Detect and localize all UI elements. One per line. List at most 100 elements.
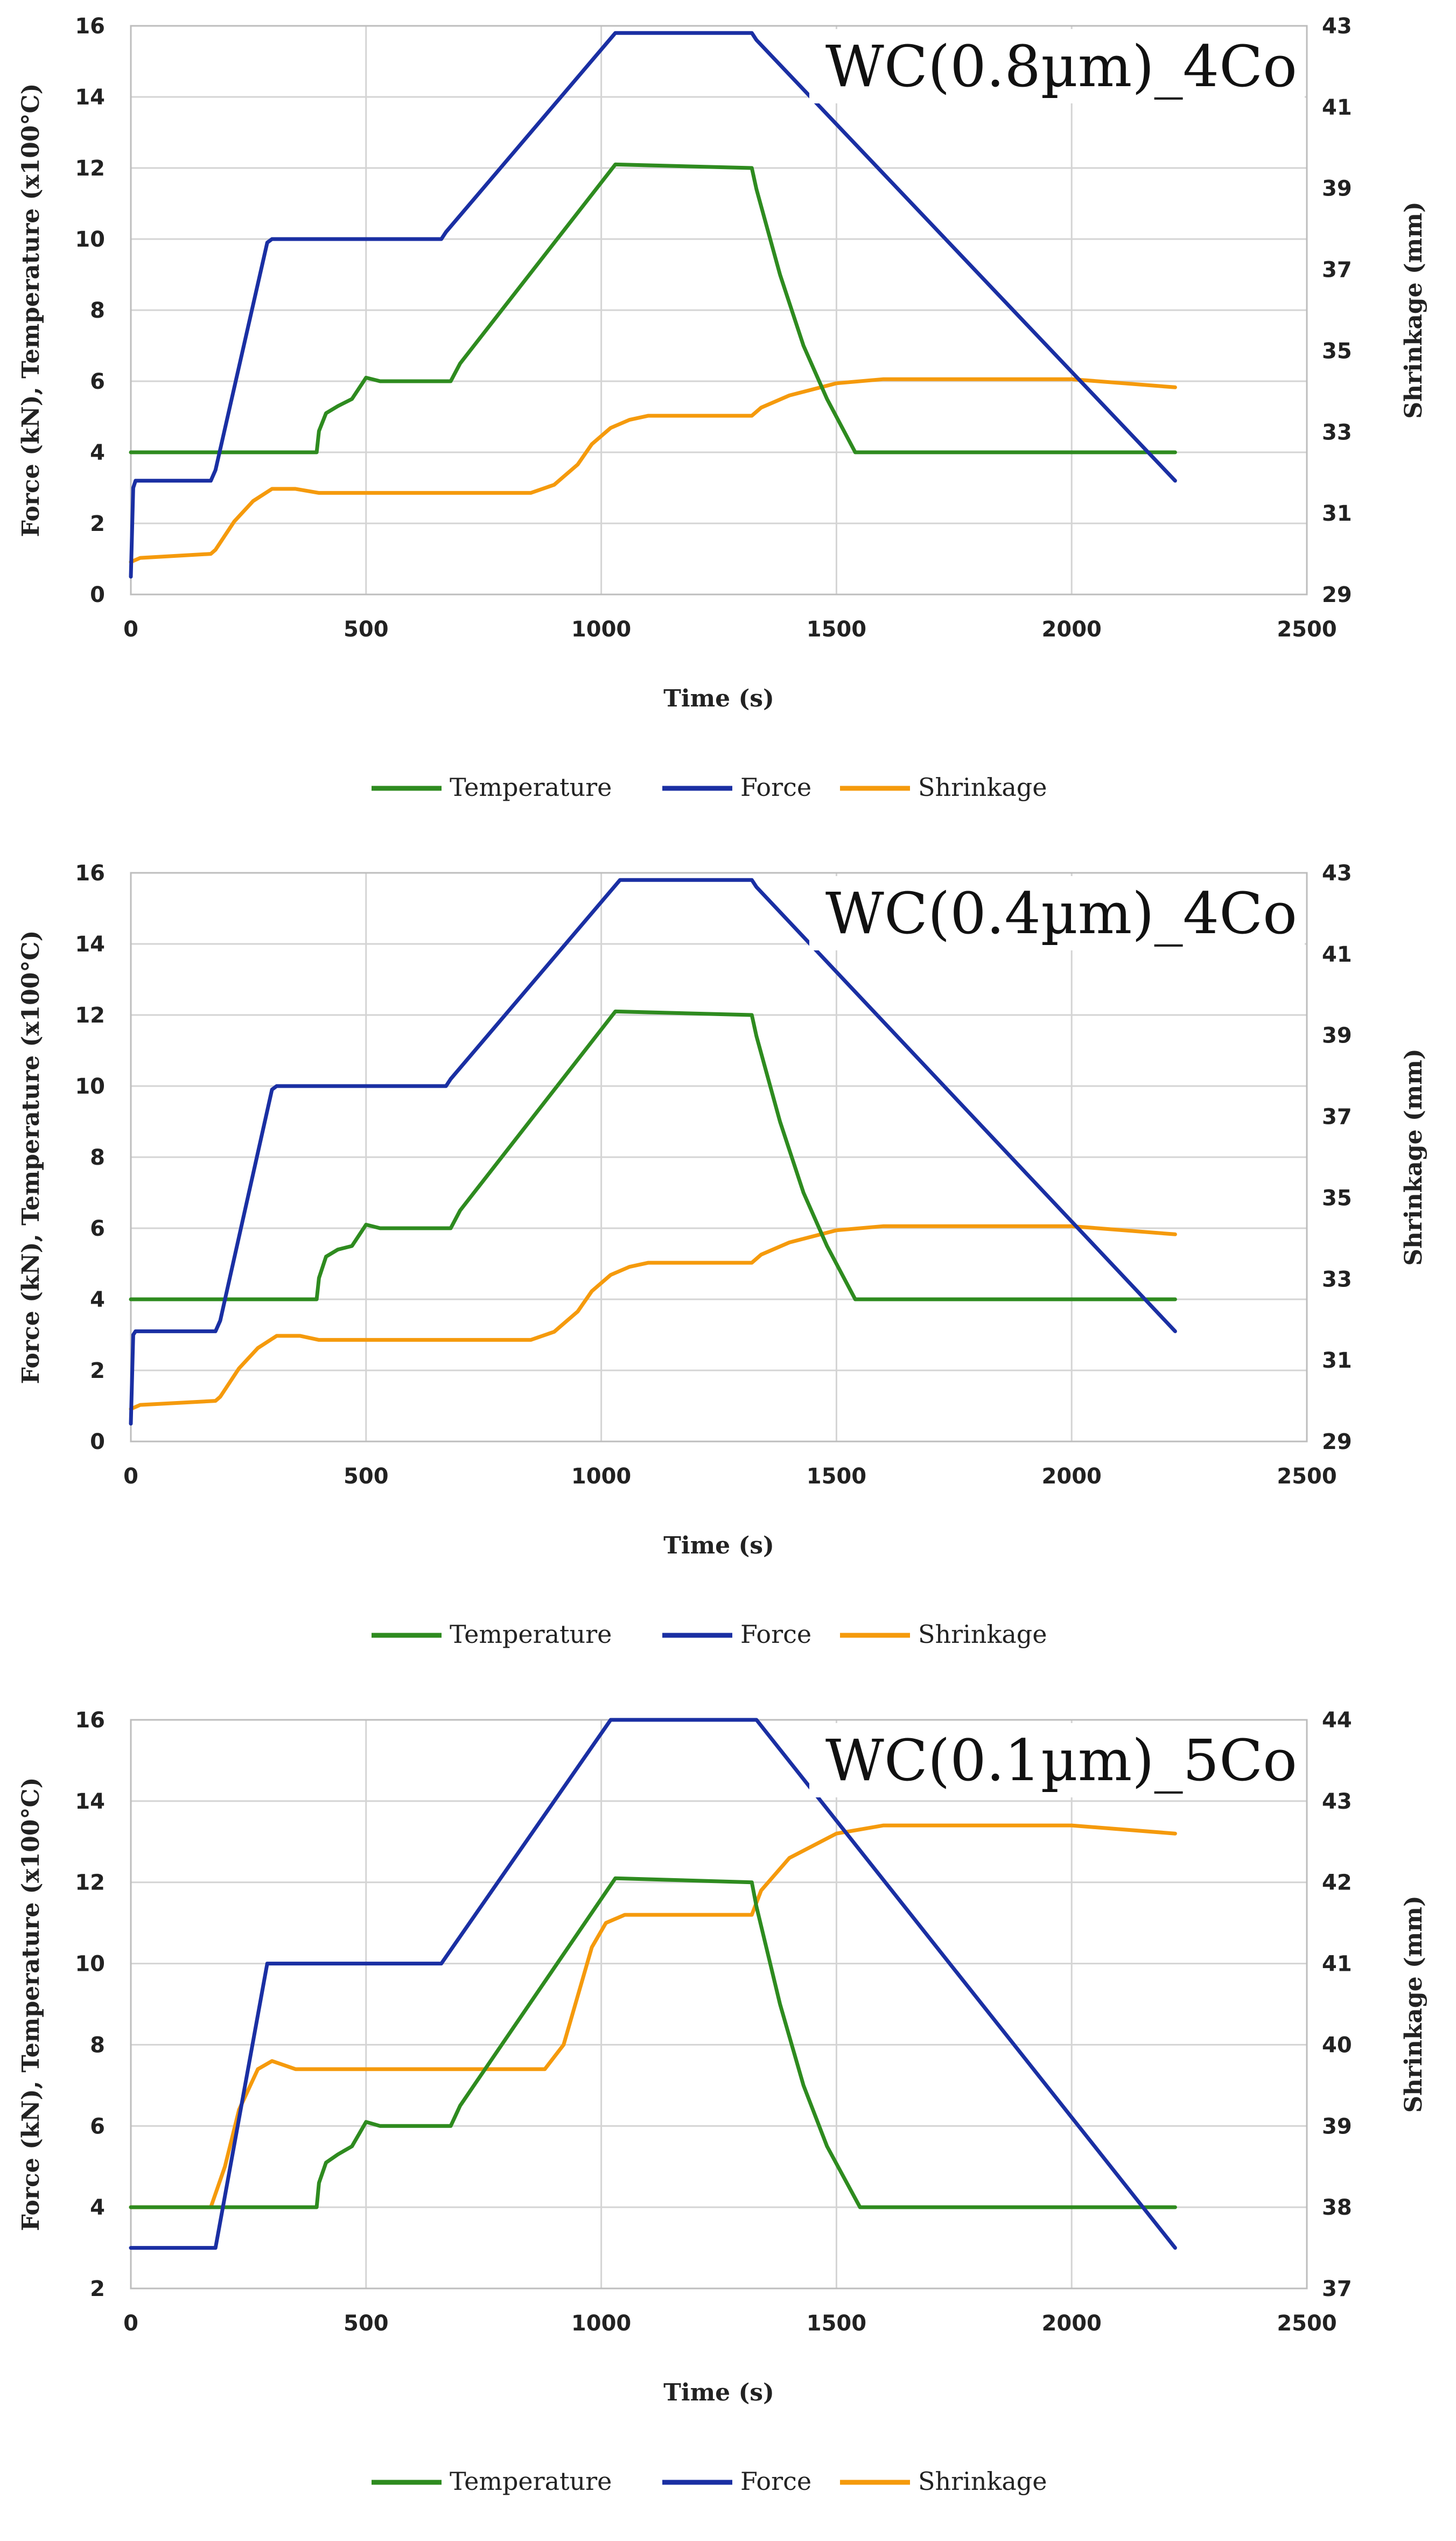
y-tick-label: 14 — [75, 932, 105, 957]
y2-tick-label: 40 — [1322, 2033, 1352, 2057]
y-axis-label: Force (kN), Temperature (x100°C) — [17, 83, 45, 537]
y2-tick-label: 42 — [1322, 1871, 1352, 1895]
y-tick-label: 0 — [90, 1430, 105, 1454]
legend-label-shrinkage: Shrinkage — [918, 1620, 1047, 1649]
y-tick-label: 4 — [90, 440, 105, 465]
y2-tick-label: 37 — [1322, 258, 1352, 283]
y-tick-label: 0 — [90, 583, 105, 607]
series-line-shrinkage — [129, 377, 1177, 564]
y2-tick-label: 39 — [1322, 1024, 1352, 1048]
x-tick-label: 1500 — [807, 1464, 866, 1489]
y-tick-label: 6 — [90, 1216, 105, 1241]
y2-axis-label: Shrinkage (mm) — [1400, 201, 1427, 418]
plot-frame — [130, 872, 1308, 1443]
y-tick-label: 2 — [90, 512, 105, 536]
x-tick-label: 1500 — [807, 617, 866, 642]
y2-tick-label: 37 — [1322, 1105, 1352, 1130]
x-axis-label: Time (s) — [663, 2379, 774, 2406]
series-line-shrinkage — [129, 1224, 1177, 1411]
y-tick-label: 16 — [75, 1708, 105, 1733]
x-tick-label: 2000 — [1042, 1464, 1102, 1489]
series-line-temperature — [129, 1876, 1177, 2209]
x-tick-label: 0 — [123, 617, 138, 642]
y2-tick-label: 39 — [1322, 177, 1352, 201]
x-tick-label: 2500 — [1277, 617, 1336, 642]
y2-axis-label: Shrinkage (mm) — [1400, 1048, 1427, 1265]
x-axis-label: Time (s) — [663, 685, 774, 712]
y2-tick-label: 43 — [1322, 861, 1352, 886]
series-line-temperature — [129, 162, 1177, 454]
y2-tick-label: 41 — [1322, 942, 1352, 967]
x-tick-label: 1000 — [571, 2311, 631, 2336]
chart-title: WC(0.1µm)_5Co — [825, 1727, 1297, 1794]
y2-tick-label: 35 — [1322, 1186, 1352, 1210]
y-tick-label: 8 — [90, 298, 105, 323]
x-tick-label: 2500 — [1277, 1464, 1336, 1489]
plot-frame — [130, 1719, 1308, 2290]
chart-2: 0 500 1000 1500 2000 2500 0 2 4 6 8 10 12 14 16 29 31 33 3… — [17, 861, 1427, 1649]
title-background — [809, 29, 1305, 103]
x-tick-label: 0 — [123, 1464, 138, 1489]
y2-tick-label: 33 — [1322, 420, 1352, 445]
y2-tick-label: 44 — [1322, 1708, 1352, 1733]
y-tick-label: 4 — [90, 1287, 105, 1312]
x-tick-label: 500 — [344, 617, 389, 642]
series-line-force — [129, 31, 1177, 579]
y-axis-label: Force (kN), Temperature (x100°C) — [17, 1777, 45, 2231]
chart-panel-3: 0 500 1000 1500 2000 2500 2 4 6 8 10 12 14 16 37 38 39 40… — [0, 1694, 1456, 2541]
y2-axis-label: Shrinkage (mm) — [1400, 1895, 1427, 2112]
y2-tick-label: 35 — [1322, 339, 1352, 363]
chart-panel-1: 0 500 1000 1500 2000 2500 0 2 4 6 8 10 12 14 16 29 31 33 3… — [0, 0, 1456, 847]
y-tick-label: 12 — [75, 1003, 105, 1028]
chart-1: 0 500 1000 1500 2000 2500 0 2 4 6 8 10 12 14 16 29 31 33 3… — [17, 14, 1427, 802]
series-line-force — [129, 878, 1177, 1426]
x-tick-label: 2000 — [1042, 2311, 1102, 2336]
chart-3: 0 500 1000 1500 2000 2500 2 4 6 8 10 12 14 16 37 38 39 40… — [17, 1708, 1427, 2496]
legend-label-force: Force — [740, 773, 811, 802]
y-tick-label: 12 — [75, 1871, 105, 1895]
y-tick-label: 8 — [90, 2033, 105, 2057]
y-tick-label: 6 — [90, 2114, 105, 2139]
y-tick-label: 2 — [90, 1359, 105, 1383]
y-tick-label: 10 — [75, 1074, 105, 1099]
y2-tick-label: 39 — [1322, 2114, 1352, 2139]
legend-label-force: Force — [740, 1620, 811, 1649]
x-tick-label: 500 — [344, 1464, 389, 1489]
x-tick-label: 500 — [344, 2311, 389, 2336]
legend-label-temperature: Temperature — [450, 2467, 612, 2496]
legend-label-temperature: Temperature — [450, 1620, 612, 1649]
plot-frame — [130, 25, 1308, 596]
y-tick-label: 4 — [90, 2195, 105, 2220]
y2-tick-label: 37 — [1322, 2277, 1352, 2301]
y-tick-label: 10 — [75, 1952, 105, 1977]
y2-tick-label: 29 — [1322, 583, 1352, 607]
x-axis-label: Time (s) — [663, 1532, 774, 1559]
title-background — [809, 876, 1305, 950]
y2-tick-label: 38 — [1322, 2195, 1352, 2220]
y-tick-label: 10 — [75, 227, 105, 252]
title-background — [809, 1723, 1305, 1797]
y2-tick-label: 43 — [1322, 14, 1352, 39]
y2-tick-label: 41 — [1322, 1952, 1352, 1977]
y2-tick-label: 31 — [1322, 501, 1352, 526]
x-tick-label: 2000 — [1042, 617, 1102, 642]
y-tick-label: 6 — [90, 369, 105, 394]
y-tick-label: 8 — [90, 1145, 105, 1170]
y2-tick-label: 43 — [1322, 1789, 1352, 1814]
x-tick-label: 0 — [123, 2311, 138, 2336]
chart-title: WC(0.4µm)_4Co — [825, 880, 1297, 947]
y-tick-label: 14 — [75, 1789, 105, 1814]
y-tick-label: 16 — [75, 861, 105, 886]
y2-tick-label: 33 — [1322, 1267, 1352, 1292]
y-tick-label: 12 — [75, 156, 105, 181]
y-axis-label: Force (kN), Temperature (x100°C) — [17, 930, 45, 1384]
chart-title: WC(0.8µm)_4Co — [825, 33, 1297, 100]
legend-label-force: Force — [740, 2467, 811, 2496]
x-tick-label: 1000 — [571, 1464, 631, 1489]
y2-tick-label: 29 — [1322, 1430, 1352, 1454]
y-tick-label: 16 — [75, 14, 105, 39]
x-tick-label: 1000 — [571, 617, 631, 642]
legend-label-shrinkage: Shrinkage — [918, 773, 1047, 802]
series-line-force — [129, 1718, 1177, 2250]
y-tick-label: 14 — [75, 85, 105, 110]
